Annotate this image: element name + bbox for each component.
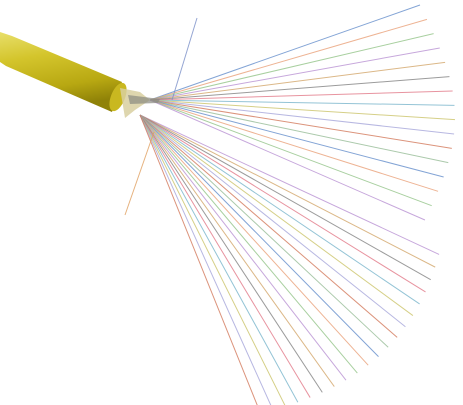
fiber: [139, 114, 389, 348]
fiber: [139, 114, 436, 268]
buffer-tubes: [128, 95, 160, 104]
fiber-strands: [139, 4, 456, 405]
fiber: [149, 33, 434, 101]
fiber: [139, 114, 299, 403]
fiber: [149, 99, 452, 149]
cable-jacket: [0, 32, 122, 112]
fiber: [139, 114, 420, 305]
fiber: [139, 114, 426, 293]
fiber: [149, 47, 440, 101]
fiber: [139, 114, 431, 281]
fiber: [139, 114, 379, 357]
fiber: [139, 114, 398, 338]
fiber: [149, 61, 446, 101]
stray-fiber: [124, 131, 155, 216]
fiber: [139, 114, 440, 255]
fiber: [149, 4, 421, 101]
fiber: [149, 99, 456, 121]
fiber: [149, 99, 432, 207]
fiber: [139, 114, 323, 393]
fiber: [149, 90, 453, 101]
fiber: [139, 114, 258, 405]
fiber: [139, 114, 286, 405]
fiber: [139, 114, 272, 405]
fiber: [149, 99, 455, 135]
fiber: [149, 99, 439, 192]
fiber: [139, 114, 335, 387]
fiber: [139, 114, 311, 398]
fiber: [139, 114, 406, 328]
fiber: [149, 76, 450, 101]
fiber: [139, 114, 369, 366]
fiber: [139, 114, 414, 316]
fiber: [149, 18, 428, 101]
fiber: [149, 99, 444, 178]
fiber: [149, 99, 426, 221]
stray-fiber: [171, 17, 198, 101]
fiber: [149, 99, 449, 164]
fiber: [139, 114, 358, 374]
fiber: [149, 99, 455, 106]
fiber: [139, 114, 347, 381]
